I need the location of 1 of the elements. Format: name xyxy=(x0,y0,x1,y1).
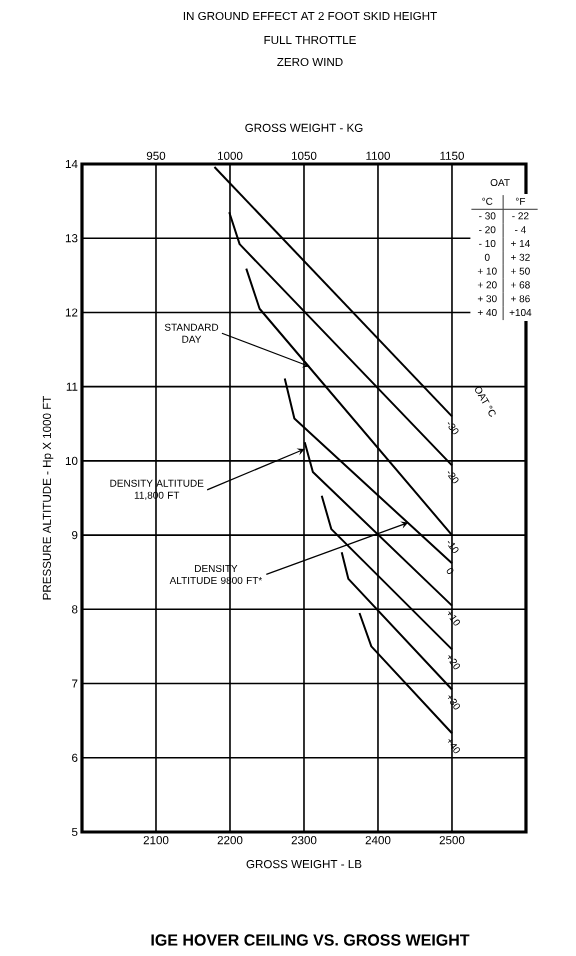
text: IGE HOVER CEILING VS. GROSS WEIGHT xyxy=(151,934,470,946)
